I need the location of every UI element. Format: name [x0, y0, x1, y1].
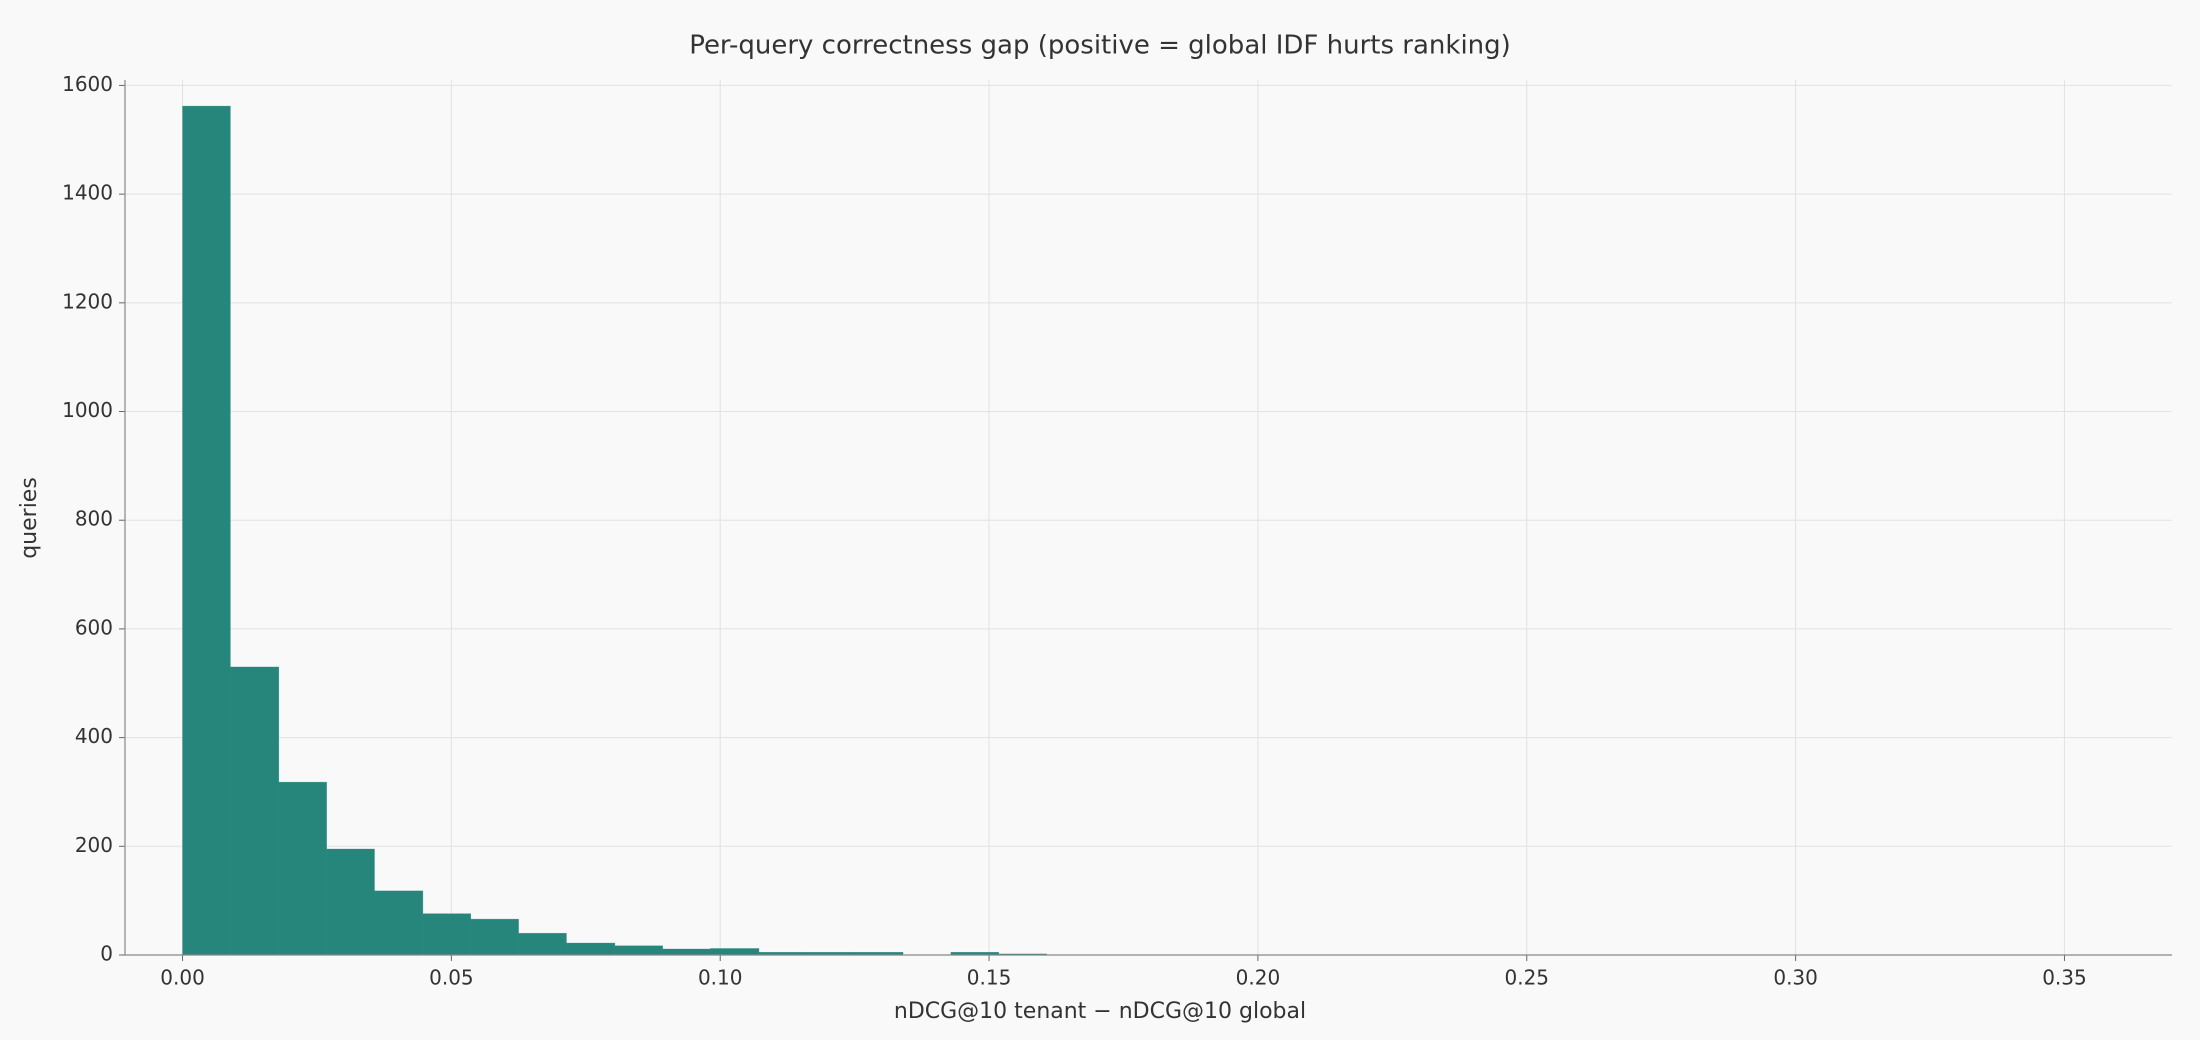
- x-axis-label: nDCG@10 tenant − nDCG@10 global: [894, 999, 1306, 1024]
- y-tick-label: 1400: [62, 181, 113, 205]
- x-tick-label: 0.25: [1505, 966, 1550, 990]
- x-tick-label: 0.10: [698, 966, 743, 990]
- x-tick-label: 0.00: [160, 966, 205, 990]
- bar: [326, 848, 375, 956]
- x-tick-label: 0.35: [2042, 966, 2087, 990]
- bar: [470, 918, 519, 956]
- chart-title: Per-query correctness gap (positive = gl…: [689, 31, 1511, 61]
- y-tick-label: 800: [75, 507, 113, 531]
- bar: [230, 666, 280, 956]
- x-tick-label: 0.15: [967, 966, 1012, 990]
- y-tick-label: 1600: [62, 72, 113, 96]
- x-tick-label: 0.05: [429, 966, 474, 990]
- bar: [422, 913, 472, 956]
- y-tick-label: 1200: [62, 289, 113, 313]
- bar: [374, 890, 424, 956]
- bar: [662, 948, 711, 956]
- x-tick-label: 0.30: [1773, 966, 1818, 990]
- y-tick-label: 600: [75, 615, 113, 639]
- y-tick-label: 200: [75, 833, 113, 857]
- y-tick-label: 1000: [62, 398, 113, 422]
- bar: [710, 948, 760, 956]
- bar: [182, 105, 231, 956]
- bar: [566, 942, 616, 956]
- bar: [614, 945, 663, 956]
- bar: [278, 781, 327, 956]
- bar: [518, 932, 567, 956]
- y-axis-label: queries: [17, 477, 42, 559]
- y-tick-label: 0: [100, 942, 113, 966]
- y-tick-label: 400: [75, 724, 113, 748]
- x-tick-label: 0.20: [1236, 966, 1281, 990]
